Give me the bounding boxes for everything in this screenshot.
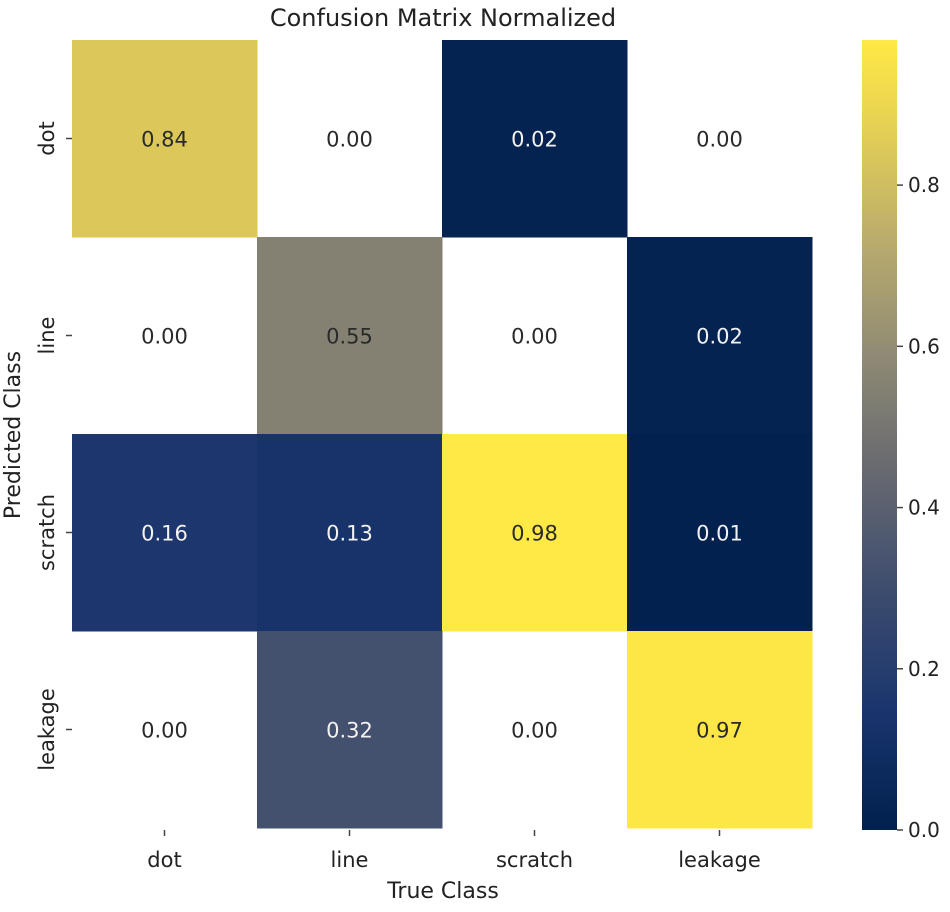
colorbar-tick-label: 0.8: [908, 173, 940, 197]
y-axis: dot line scratch leakage: [35, 121, 72, 771]
colorbar-tick-label: 0.6: [908, 334, 940, 358]
heatmap-cell: [627, 631, 813, 829]
x-axis: dot line scratch leakage: [147, 830, 761, 872]
y-tick-label: scratch: [35, 494, 59, 571]
cell-value-label: 0.00: [511, 325, 558, 349]
heatmap-cell: [257, 631, 443, 829]
heatmap-cell: [442, 434, 628, 632]
colorbar-tick-label: 0.4: [908, 496, 940, 520]
chart-title: Confusion Matrix Normalized: [270, 4, 616, 32]
cell-value-label: 0.84: [141, 128, 188, 152]
cell-value-label: 0.16: [141, 522, 188, 546]
cell-value-label: 0.01: [696, 522, 743, 546]
cell-value-label: 0.00: [511, 719, 558, 743]
x-tick-label: scratch: [496, 848, 573, 872]
cell-value-label: 0.55: [326, 325, 373, 349]
cell-value-label: 0.97: [696, 719, 743, 743]
cell-value-label: 0.32: [326, 719, 373, 743]
y-tick-label: line: [35, 317, 59, 355]
heatmap-cell: [257, 237, 443, 435]
heatmap-cell: [72, 434, 258, 632]
cell-value-label: 0.00: [696, 128, 743, 152]
x-axis-label: True Class: [386, 879, 499, 904]
heatmap-cell: [72, 40, 258, 238]
heatmap-cell: [257, 434, 443, 632]
cell-value-label: 0.13: [326, 522, 373, 546]
heatmap-cell: [442, 40, 628, 238]
y-tick-label: dot: [35, 121, 59, 155]
colorbar-tick-label: 0.2: [908, 657, 940, 681]
cell-value-label: 0.00: [141, 325, 188, 349]
cell-value-label: 0.02: [696, 325, 743, 349]
heatmap-cells: [72, 40, 813, 829]
heatmap-cell: [627, 434, 813, 632]
y-tick-label: leakage: [35, 688, 59, 771]
cell-value-label: 0.02: [511, 128, 558, 152]
x-tick-label: dot: [147, 848, 181, 872]
colorbar-axis: 0.0 0.2 0.4 0.6 0.8: [897, 173, 940, 842]
cell-value-label: 0.98: [511, 522, 558, 546]
cell-value-label: 0.00: [141, 719, 188, 743]
y-axis-label: Predicted Class: [1, 351, 26, 519]
cell-value-label: 0.00: [326, 128, 373, 152]
x-tick-label: leakage: [678, 848, 761, 872]
colorbar-tick-label: 0.0: [908, 818, 940, 842]
heatmap-cell-annotations: 0.84 0.00 0.02 0.00 0.00 0.55 0.00 0.02 0.16 0.13…: [141, 128, 743, 743]
colorbar: [862, 40, 897, 830]
heatmap-cell: [627, 237, 813, 435]
x-tick-label: line: [331, 848, 369, 872]
